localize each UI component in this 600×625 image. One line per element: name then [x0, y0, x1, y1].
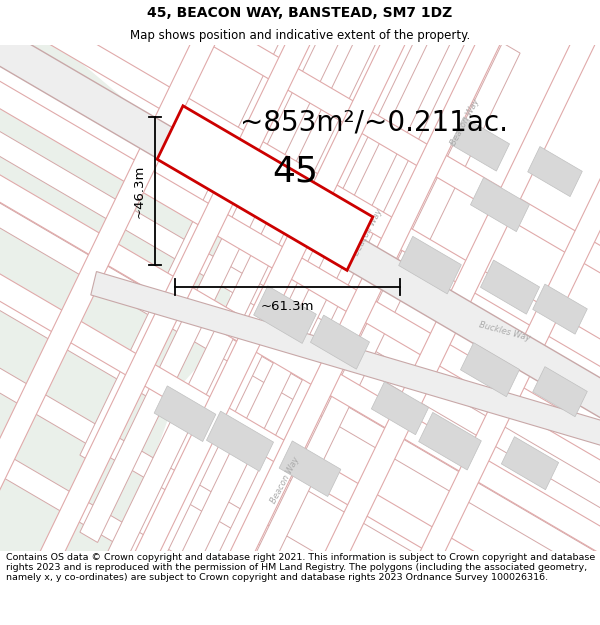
Polygon shape — [0, 314, 600, 625]
Polygon shape — [157, 106, 373, 271]
Polygon shape — [206, 411, 274, 471]
Polygon shape — [0, 11, 600, 496]
Polygon shape — [398, 236, 461, 294]
Polygon shape — [0, 78, 600, 562]
Polygon shape — [451, 117, 509, 171]
Polygon shape — [0, 149, 600, 625]
Polygon shape — [470, 177, 530, 232]
Polygon shape — [0, 231, 600, 625]
Polygon shape — [0, 142, 600, 625]
Polygon shape — [279, 441, 341, 496]
Polygon shape — [74, 0, 600, 625]
Text: ~46.3m: ~46.3m — [133, 164, 146, 217]
Polygon shape — [0, 45, 230, 551]
Polygon shape — [502, 437, 559, 490]
Polygon shape — [80, 0, 520, 619]
Polygon shape — [533, 284, 587, 334]
Polygon shape — [0, 0, 562, 625]
Polygon shape — [0, 0, 600, 404]
Text: Beacon Way: Beacon Way — [269, 455, 301, 504]
Text: ~61.3m: ~61.3m — [261, 301, 314, 313]
Text: Map shows position and indicative extent of the property.: Map shows position and indicative extent… — [130, 29, 470, 42]
Polygon shape — [533, 367, 587, 417]
Polygon shape — [80, 0, 520, 625]
Polygon shape — [254, 286, 316, 343]
Polygon shape — [0, 44, 600, 625]
Polygon shape — [80, 0, 520, 625]
Text: Contains OS data © Crown copyright and database right 2021. This information is : Contains OS data © Crown copyright and d… — [6, 552, 595, 582]
Polygon shape — [460, 342, 520, 397]
Text: 45, BEACON WAY, BANSTEAD, SM7 1DZ: 45, BEACON WAY, BANSTEAD, SM7 1DZ — [148, 6, 452, 19]
Polygon shape — [0, 0, 600, 498]
Polygon shape — [80, 0, 520, 542]
Text: Buckles Way: Buckles Way — [478, 320, 532, 342]
Polygon shape — [528, 146, 582, 197]
Polygon shape — [0, 0, 600, 591]
Polygon shape — [91, 271, 600, 522]
Polygon shape — [263, 0, 600, 625]
Polygon shape — [154, 386, 216, 441]
Polygon shape — [80, 42, 520, 625]
Polygon shape — [0, 396, 600, 625]
Text: Beacon Way: Beacon Way — [449, 98, 481, 147]
Polygon shape — [80, 0, 520, 466]
Polygon shape — [371, 382, 428, 435]
Polygon shape — [419, 412, 481, 470]
Polygon shape — [169, 0, 600, 625]
Text: ~853m²/~0.211ac.: ~853m²/~0.211ac. — [240, 108, 508, 136]
Text: 45: 45 — [272, 154, 318, 189]
Polygon shape — [80, 0, 520, 625]
Polygon shape — [481, 260, 539, 314]
Polygon shape — [310, 315, 370, 369]
Polygon shape — [0, 0, 371, 625]
Polygon shape — [0, 0, 466, 625]
Text: Beacon Way: Beacon Way — [352, 208, 384, 257]
